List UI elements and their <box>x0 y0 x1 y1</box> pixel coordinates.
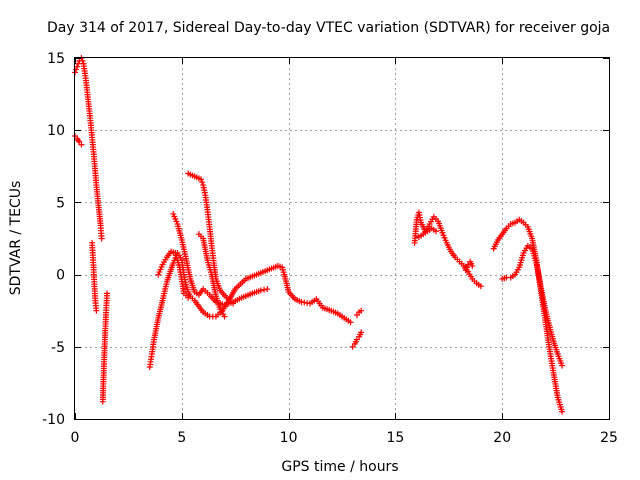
data-point <box>432 228 439 235</box>
data-point <box>98 235 105 242</box>
data-point <box>230 300 237 307</box>
data-point-fill <box>463 264 470 271</box>
axis-ticks: 0 5 10 15 20 25 -10 -5 0 5 10 15 <box>42 51 618 446</box>
data-point-fill <box>75 60 82 67</box>
y-tick-label: 10 <box>47 123 65 139</box>
x-tick-label: 10 <box>280 430 298 446</box>
data-point <box>264 286 271 293</box>
x-axis-label: GPS time / hours <box>281 459 398 475</box>
grid-layer <box>75 58 609 419</box>
y-axis-label: SDTVAR / TECUs <box>8 181 24 296</box>
y-tick-label: -10 <box>42 412 65 428</box>
x-tick-label: 20 <box>493 430 511 446</box>
y-tick-label: 0 <box>56 268 65 284</box>
data-point <box>75 137 82 144</box>
data-point <box>559 362 566 369</box>
y-tick-label: -5 <box>51 340 65 356</box>
data-point <box>358 329 365 336</box>
data-point-fill <box>199 179 206 186</box>
data-point-fill <box>261 286 268 293</box>
x-tick-label: 5 <box>177 430 186 446</box>
data-point <box>257 287 264 294</box>
y-tick-label: 15 <box>47 51 65 67</box>
data-point <box>559 408 566 415</box>
data-point <box>104 290 111 297</box>
y-tick-label: 5 <box>56 195 65 211</box>
plot-frame <box>74 57 610 420</box>
data-point <box>469 262 476 269</box>
data-point-fill <box>73 66 80 73</box>
data-point <box>477 283 484 290</box>
x-tick-label: 25 <box>600 430 618 446</box>
data-point <box>198 176 205 183</box>
x-tick-label: 15 <box>386 430 404 446</box>
data-point <box>462 267 469 274</box>
data-point-fill <box>79 57 86 64</box>
data-point <box>358 307 365 314</box>
data-point <box>347 319 354 326</box>
data-point <box>78 141 85 148</box>
data-point <box>185 294 192 301</box>
data-point <box>74 63 81 70</box>
x-tick-label: 0 <box>71 430 80 446</box>
data-marks <box>72 55 566 415</box>
data-point <box>93 307 100 314</box>
chart-title: Day 314 of 2017, Sidereal Day-to-day VTE… <box>47 20 610 36</box>
data-point <box>221 313 228 320</box>
